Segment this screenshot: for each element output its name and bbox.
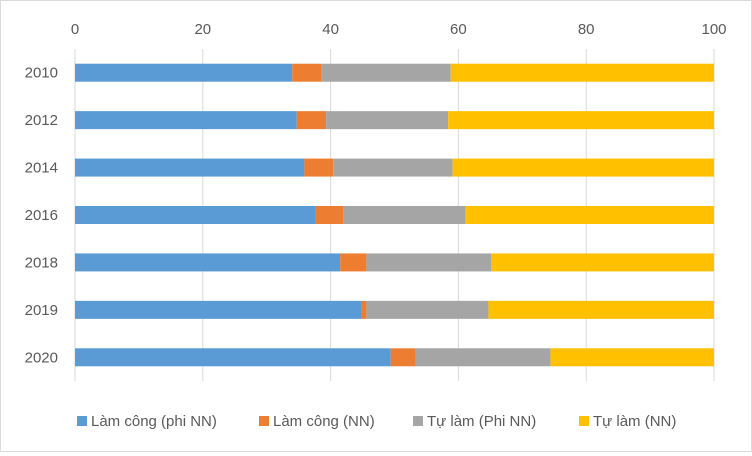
- x-tick-label: 40: [322, 21, 339, 38]
- legend-swatch: [579, 416, 589, 426]
- bar-segment: [75, 158, 305, 177]
- bar-segment: [390, 348, 416, 367]
- bar-segment: [315, 206, 344, 224]
- legend-swatch: [77, 416, 87, 426]
- bar-segment: [550, 348, 714, 367]
- bar-segment: [488, 300, 714, 319]
- bar-segment: [296, 111, 327, 130]
- bar-segment: [326, 111, 449, 130]
- y-category-label: 2018: [25, 254, 58, 271]
- bar-segment: [75, 300, 362, 319]
- bar-segment: [75, 206, 316, 224]
- bar-segment: [343, 206, 466, 224]
- legend: Làm công (phi NN) Làm công (NN) Tự làm (Ph…: [77, 413, 676, 430]
- y-category-label: 2016: [25, 207, 58, 224]
- y-category-label: 2019: [25, 302, 58, 319]
- legend-swatch: [413, 416, 423, 426]
- bar-segment: [292, 63, 322, 82]
- bar-segment: [304, 158, 334, 177]
- bars: [75, 63, 714, 367]
- y-category-label: 2020: [25, 349, 58, 366]
- x-axis-ticks: 0 20 40 60 80 100: [71, 21, 727, 38]
- legend-swatch: [259, 416, 269, 426]
- bar-segment: [321, 63, 451, 82]
- y-axis-categories: 2010 2012 2014 2016 2018 2019 2020: [25, 65, 58, 367]
- bar-segment: [450, 63, 714, 82]
- bar-segment: [75, 348, 391, 367]
- bar-segment: [366, 300, 489, 319]
- bar-segment: [452, 158, 714, 177]
- y-category-label: 2014: [25, 160, 58, 177]
- bar-segment: [448, 111, 714, 130]
- bar-segment: [366, 253, 491, 272]
- bar-segment: [75, 63, 293, 82]
- x-tick-label: 0: [71, 21, 79, 38]
- x-tick-label: 100: [701, 21, 726, 38]
- legend-label: Tự làm (Phi NN): [427, 413, 536, 430]
- bar-segment: [361, 300, 367, 319]
- legend-label: Làm công (phi NN): [91, 413, 217, 430]
- x-tick-label: 60: [450, 21, 467, 38]
- bar-segment: [465, 206, 714, 224]
- x-tick-label: 20: [194, 21, 211, 38]
- bar-segment: [415, 348, 551, 367]
- legend-label: Làm công (NN): [273, 413, 375, 430]
- y-category-label: 2010: [25, 65, 58, 82]
- bar-segment: [75, 111, 297, 130]
- x-tick-label: 80: [578, 21, 595, 38]
- bar-segment: [333, 158, 453, 177]
- bar-segment: [340, 253, 367, 272]
- bar-segment: [490, 253, 714, 272]
- legend-label: Tự làm (NN): [593, 413, 676, 430]
- bar-segment: [75, 253, 341, 272]
- y-category-label: 2012: [25, 112, 58, 129]
